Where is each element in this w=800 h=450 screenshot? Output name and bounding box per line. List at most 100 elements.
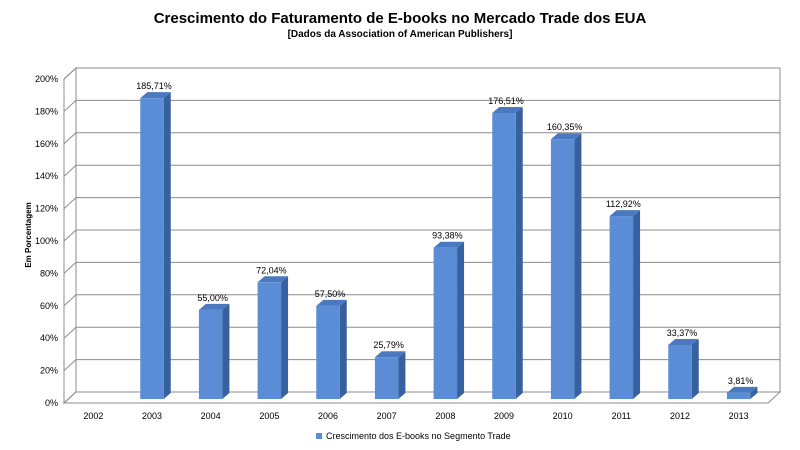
data-label: 33,37%: [667, 328, 698, 338]
bar-top: [609, 210, 641, 217]
chart-title: Crescimento do Faturamento de E-books no…: [154, 10, 647, 27]
bar-top: [316, 299, 347, 306]
gridline-side: [63, 67, 77, 80]
bar-side: [633, 210, 641, 399]
bar-side: [398, 351, 406, 399]
x-axis-ticks: 2002 2003 2004 2005 2006 2007 2008 2009 2010 2011…: [83, 411, 748, 421]
bar-top: [726, 386, 758, 393]
gridline-side: [63, 294, 77, 307]
bar-front: [198, 309, 223, 399]
bar-front: [492, 113, 516, 399]
bar-2003: 185,71%: [136, 81, 172, 399]
legend-label: Crescimento dos E-books no Segmento Trad…: [326, 431, 511, 441]
bar-side: [750, 386, 758, 399]
x-tick-label: 2006: [318, 411, 338, 421]
y-tick-label: 180%: [35, 106, 58, 116]
bar-side: [574, 133, 582, 399]
bar-side: [281, 276, 289, 399]
x-tick-label: 2003: [142, 411, 162, 421]
y-tick-label: 80%: [40, 268, 58, 278]
data-label: 112,92%: [606, 199, 641, 209]
bar-front: [726, 392, 751, 399]
bar-front: [316, 305, 340, 399]
bar-2005: 72,04%: [256, 265, 289, 399]
gridline-side: [63, 164, 77, 177]
gridline-side: [63, 100, 77, 112]
data-label: 176,51%: [488, 96, 524, 106]
bar-top: [433, 241, 465, 248]
bar-2008: 93,38%: [432, 231, 465, 399]
data-label: 57,50%: [315, 289, 346, 299]
bar-top: [492, 107, 523, 114]
y-tick-label: 120%: [35, 204, 58, 214]
x-tick-label: 2009: [494, 411, 514, 421]
bars: 185,71% 55,00% 72,04% 57,50% 25,79% 93,38% 176…: [136, 81, 758, 399]
y-tick-label: 60%: [40, 301, 58, 311]
bar-front: [550, 139, 575, 399]
x-tick-label: 2012: [670, 411, 690, 421]
y-tick-label: 140%: [35, 171, 58, 181]
bar-side: [691, 338, 699, 399]
gridline-side: [63, 197, 77, 209]
gridline-side: [63, 359, 77, 371]
y-axis-ticks: 0% 20% 40% 60% 80% 100% 120% 140% 160% 180% 200%: [35, 74, 58, 408]
x-tick-label: 2008: [435, 411, 455, 421]
data-label: 3,81%: [728, 376, 754, 386]
y-tick-label: 100%: [35, 236, 58, 246]
bar-front: [257, 282, 282, 399]
bar-2012: 33,37%: [667, 328, 699, 399]
x-tick-label: 2004: [201, 411, 221, 421]
bar-top: [550, 133, 582, 140]
y-tick-label: 160%: [35, 139, 58, 149]
bar-front: [140, 98, 164, 399]
chart-subtitle: [Dados da Association of American Publis…: [288, 29, 513, 40]
bar-top: [140, 92, 171, 99]
bar-front: [374, 357, 399, 399]
bar-2006: 57,50%: [315, 289, 347, 399]
bar-2007: 25,79%: [373, 340, 406, 399]
data-label: 93,38%: [432, 231, 463, 241]
data-label: 185,71%: [136, 81, 172, 91]
gridline-side: [63, 229, 77, 242]
bar-top: [374, 351, 406, 358]
data-label: 25,79%: [373, 340, 404, 350]
x-tick-label: 2013: [729, 411, 749, 421]
data-label: 160,35%: [547, 122, 583, 132]
bar-side: [222, 303, 230, 399]
bar-side: [457, 241, 465, 399]
bar-top: [668, 338, 699, 345]
bar-front: [668, 344, 692, 399]
x-tick-label: 2011: [612, 411, 631, 421]
bar-front: [433, 247, 458, 399]
legend-swatch: [316, 433, 322, 439]
x-tick-label: 2002: [83, 411, 103, 421]
y-tick-label: 20%: [40, 366, 58, 376]
gridline-side: [63, 326, 77, 339]
bar-front: [609, 216, 634, 399]
bar-2010: 160,35%: [547, 122, 583, 399]
x-tick-label: 2007: [377, 411, 397, 421]
grid-lines: [62, 66, 782, 405]
bar-side: [163, 92, 171, 399]
legend: Crescimento dos E-books no Segmento Trad…: [316, 431, 511, 441]
bar-top: [198, 303, 230, 310]
y-tick-label: 200%: [35, 74, 58, 84]
y-tick-label: 0%: [45, 398, 58, 408]
x-tick-label: 2005: [259, 411, 279, 421]
bar-2011: 112,92%: [606, 199, 641, 399]
data-label: 72,04%: [256, 265, 287, 275]
bar-2009: 176,51%: [488, 96, 524, 399]
gridline-side: [63, 391, 77, 404]
y-axis-label: Em Porcentagem: [24, 202, 33, 267]
x-tick-label: 2010: [553, 411, 573, 421]
gridline-side: [63, 262, 77, 274]
y-tick-label: 40%: [40, 333, 58, 343]
bar-side: [515, 107, 523, 399]
bar-2013: 3,81%: [726, 376, 758, 399]
data-label: 55,00%: [197, 293, 228, 303]
bar-2004: 55,00%: [197, 293, 230, 399]
bar-side: [339, 299, 347, 399]
bar-top: [257, 276, 289, 283]
